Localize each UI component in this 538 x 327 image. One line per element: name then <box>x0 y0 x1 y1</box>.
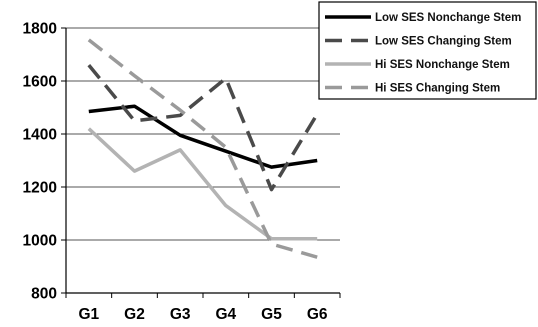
y-tick-labels: 800 1000 1200 1400 1600 1800 <box>23 21 57 303</box>
x-tick-label: G2 <box>124 306 145 323</box>
legend-label: Low SES Nonchange Stem <box>375 12 521 24</box>
series-lines <box>87 38 319 259</box>
legend: Low SES Nonchange Stem Low SES Changing S… <box>318 1 537 100</box>
y-tick-label: 1800 <box>23 21 57 38</box>
x-tick-label: G4 <box>215 306 236 323</box>
x-tick-label: G5 <box>261 306 282 323</box>
y-tick-label: 1400 <box>23 127 57 144</box>
axes <box>61 27 341 298</box>
legend-label: Hi SES Nonchange Stem <box>375 59 510 71</box>
x-tick-label: G3 <box>170 306 191 323</box>
series-line-4 <box>87 38 318 259</box>
x-tick-labels: G1 G2 G3 G4 G5 G6 <box>78 306 327 323</box>
series-line-3 <box>87 127 318 241</box>
legend-label: Low SES Changing Stem <box>375 36 512 48</box>
x-tick-label: G1 <box>78 306 99 323</box>
series-line-2 <box>87 63 319 192</box>
y-tick-label: 1000 <box>23 233 57 250</box>
y-tick-label: 1200 <box>23 180 57 197</box>
x-tick-label: G6 <box>307 306 328 323</box>
series-line-1 <box>88 104 318 169</box>
y-tick-label: 1600 <box>23 74 57 91</box>
legend-label: Hi SES Changing Stem <box>375 83 500 95</box>
y-tick-label: 800 <box>31 286 57 303</box>
gridlines <box>66 27 340 241</box>
